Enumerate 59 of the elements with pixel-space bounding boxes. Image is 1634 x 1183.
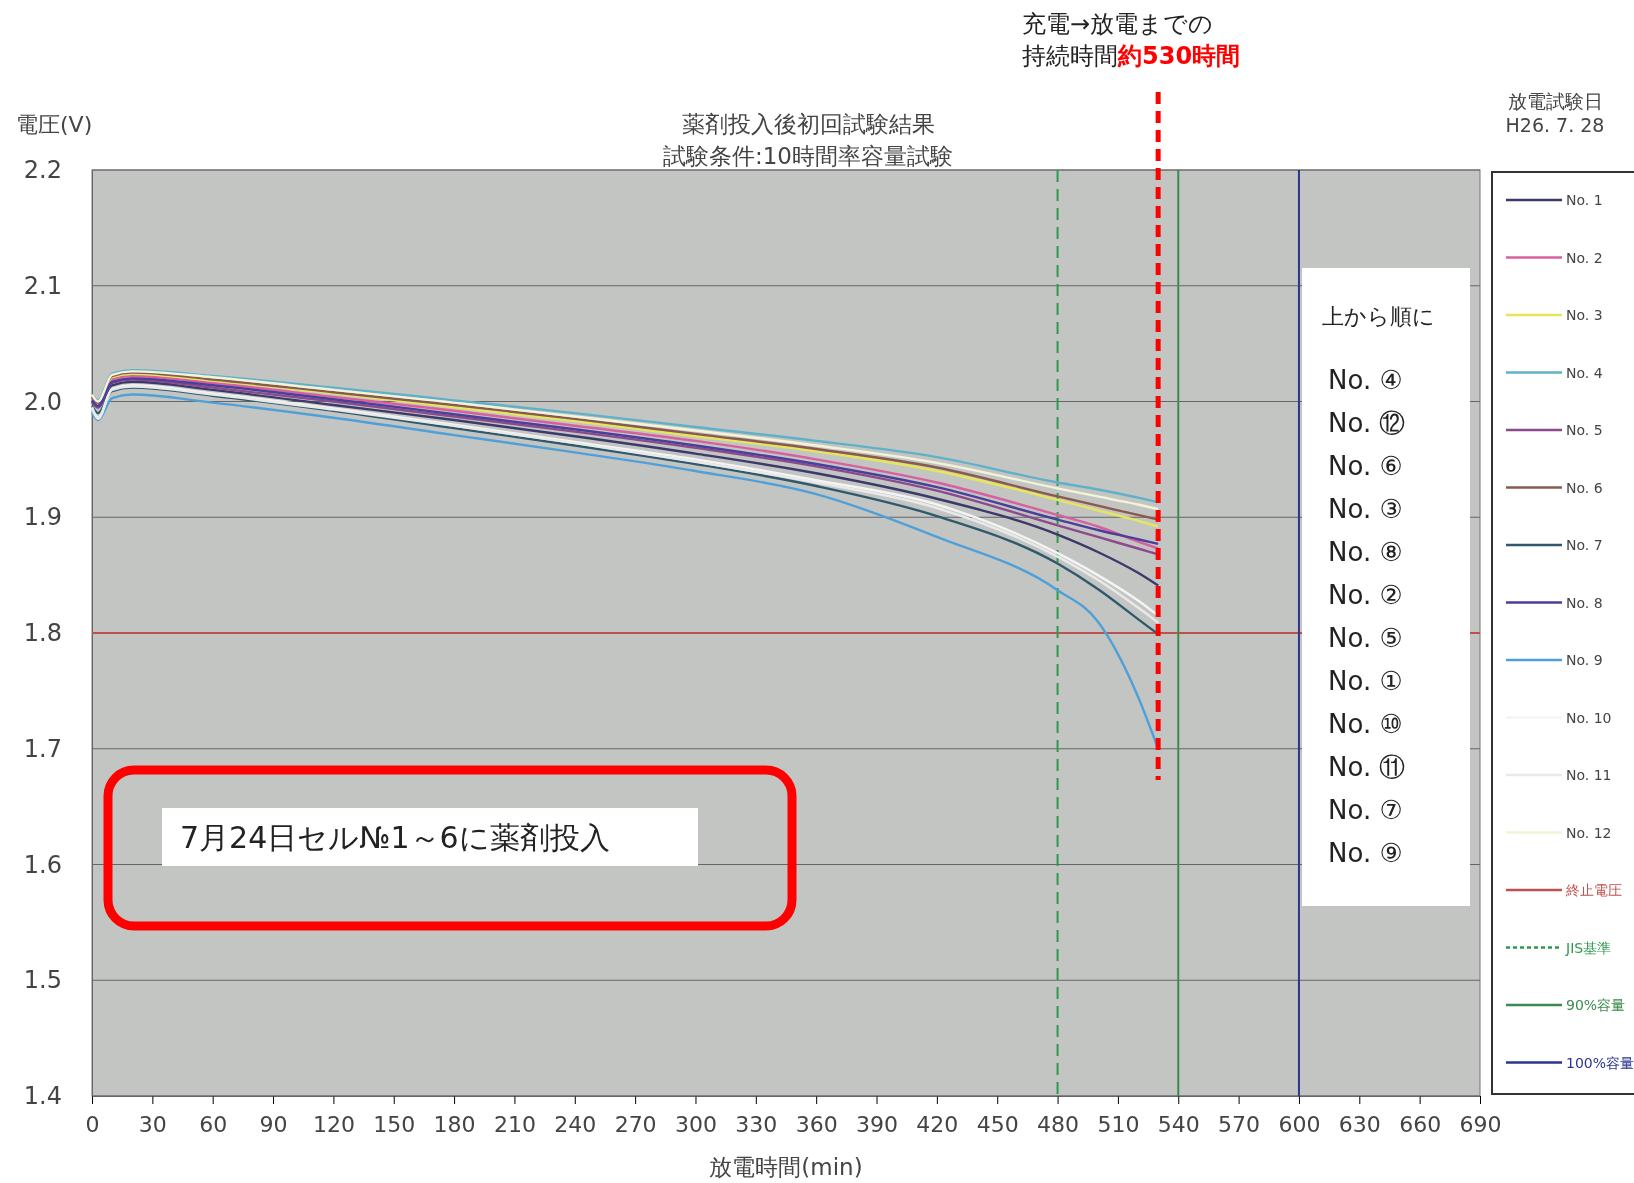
- x-tick-label: 390: [856, 1111, 899, 1137]
- x-tick-label: 30: [138, 1111, 167, 1137]
- text: 約530時間: [1117, 42, 1241, 70]
- y-tick-label: 1.5: [23, 966, 62, 995]
- legend-label: No. 5: [1566, 422, 1603, 438]
- annotation: 7月24日セル№1～6に薬剤投入: [180, 820, 610, 855]
- legend-title: 放電試験日 H26. 7. 28: [1505, 90, 1605, 136]
- y-tick-label: 2.1: [23, 271, 62, 300]
- y-tick-label: 1.4: [23, 1082, 62, 1111]
- x-tick-label: 480: [1037, 1111, 1080, 1137]
- chart-subtitle: 試験条件:10時間率容量試験: [662, 143, 954, 169]
- legend-label: No. 8: [1566, 594, 1603, 611]
- legend-label: No. 7: [1566, 537, 1603, 553]
- text: 持続時間: [1022, 42, 1118, 70]
- legend-label: No. 12: [1566, 824, 1612, 841]
- x-tick-label: 90: [259, 1111, 288, 1137]
- text: 充電→放電までの: [1022, 10, 1214, 38]
- text: 上から順に No. ④ No. ⑫ No. ⑥ No. ③ No. ⑧ No. ② No. ⑤ No. ① No. ⑩ No. ⑪ No. ⑦ No. ⑨: [1322, 304, 1435, 868]
- legend-label: No. 11: [1566, 767, 1612, 783]
- x-tick-label: 270: [614, 1111, 657, 1137]
- x-tick-label: 420: [916, 1111, 959, 1137]
- legend-label: No. 2: [1566, 249, 1603, 266]
- y-tick-label: 2.2: [23, 156, 62, 185]
- x-tick-label: 660: [1399, 1111, 1442, 1137]
- chart-title: 薬剤投入後初回試験結果: [681, 111, 935, 137]
- x-tick-label: 120: [312, 1111, 355, 1137]
- legend-label: No. 9: [1566, 652, 1603, 668]
- y-tick-label: 1.8: [23, 619, 62, 648]
- legend-label: No. 10: [1566, 709, 1612, 726]
- x-tick-label: 540: [1157, 1111, 1200, 1137]
- x-tick-label: 360: [795, 1111, 838, 1137]
- x-tick-label: 300: [674, 1111, 717, 1137]
- x-tick-label: 330: [735, 1111, 778, 1137]
- legend-label: No. 3: [1566, 307, 1603, 323]
- ref-line-label: 100%容量: [1566, 1054, 1634, 1071]
- x-tick-label: 0: [85, 1111, 100, 1137]
- legend-label: No. 6: [1566, 479, 1603, 496]
- x-tick-label: 510: [1097, 1111, 1140, 1137]
- x-tick-label: 180: [433, 1111, 476, 1137]
- legend-label: No. 1: [1566, 192, 1603, 208]
- x-tick-label: 600: [1278, 1111, 1321, 1137]
- legend-label: No. 4: [1566, 364, 1603, 381]
- y-tick-label: 1.7: [23, 734, 62, 763]
- y-axis-title: 電圧(V): [16, 112, 93, 137]
- x-tick-label: 570: [1218, 1111, 1261, 1137]
- y-tick-label: 1.6: [23, 850, 62, 879]
- x-tick-label: 690: [1459, 1111, 1502, 1137]
- x-tick-label: 240: [554, 1111, 597, 1137]
- ref-line-label: JIS基準: [1565, 939, 1612, 956]
- ref-line-label: 90%容量: [1566, 997, 1626, 1013]
- x-tick-label: 450: [976, 1111, 1019, 1137]
- y-tick-label: 2.0: [23, 387, 62, 416]
- x-tick-label: 210: [493, 1111, 536, 1137]
- x-tick-label: 60: [199, 1111, 228, 1137]
- x-axis-title: 放電時間(min): [709, 1154, 863, 1180]
- x-tick-label: 150: [373, 1111, 416, 1137]
- y-tick-label: 1.9: [23, 503, 62, 532]
- legend-label: 終止電圧: [1565, 882, 1622, 898]
- x-tick-label: 630: [1338, 1111, 1381, 1137]
